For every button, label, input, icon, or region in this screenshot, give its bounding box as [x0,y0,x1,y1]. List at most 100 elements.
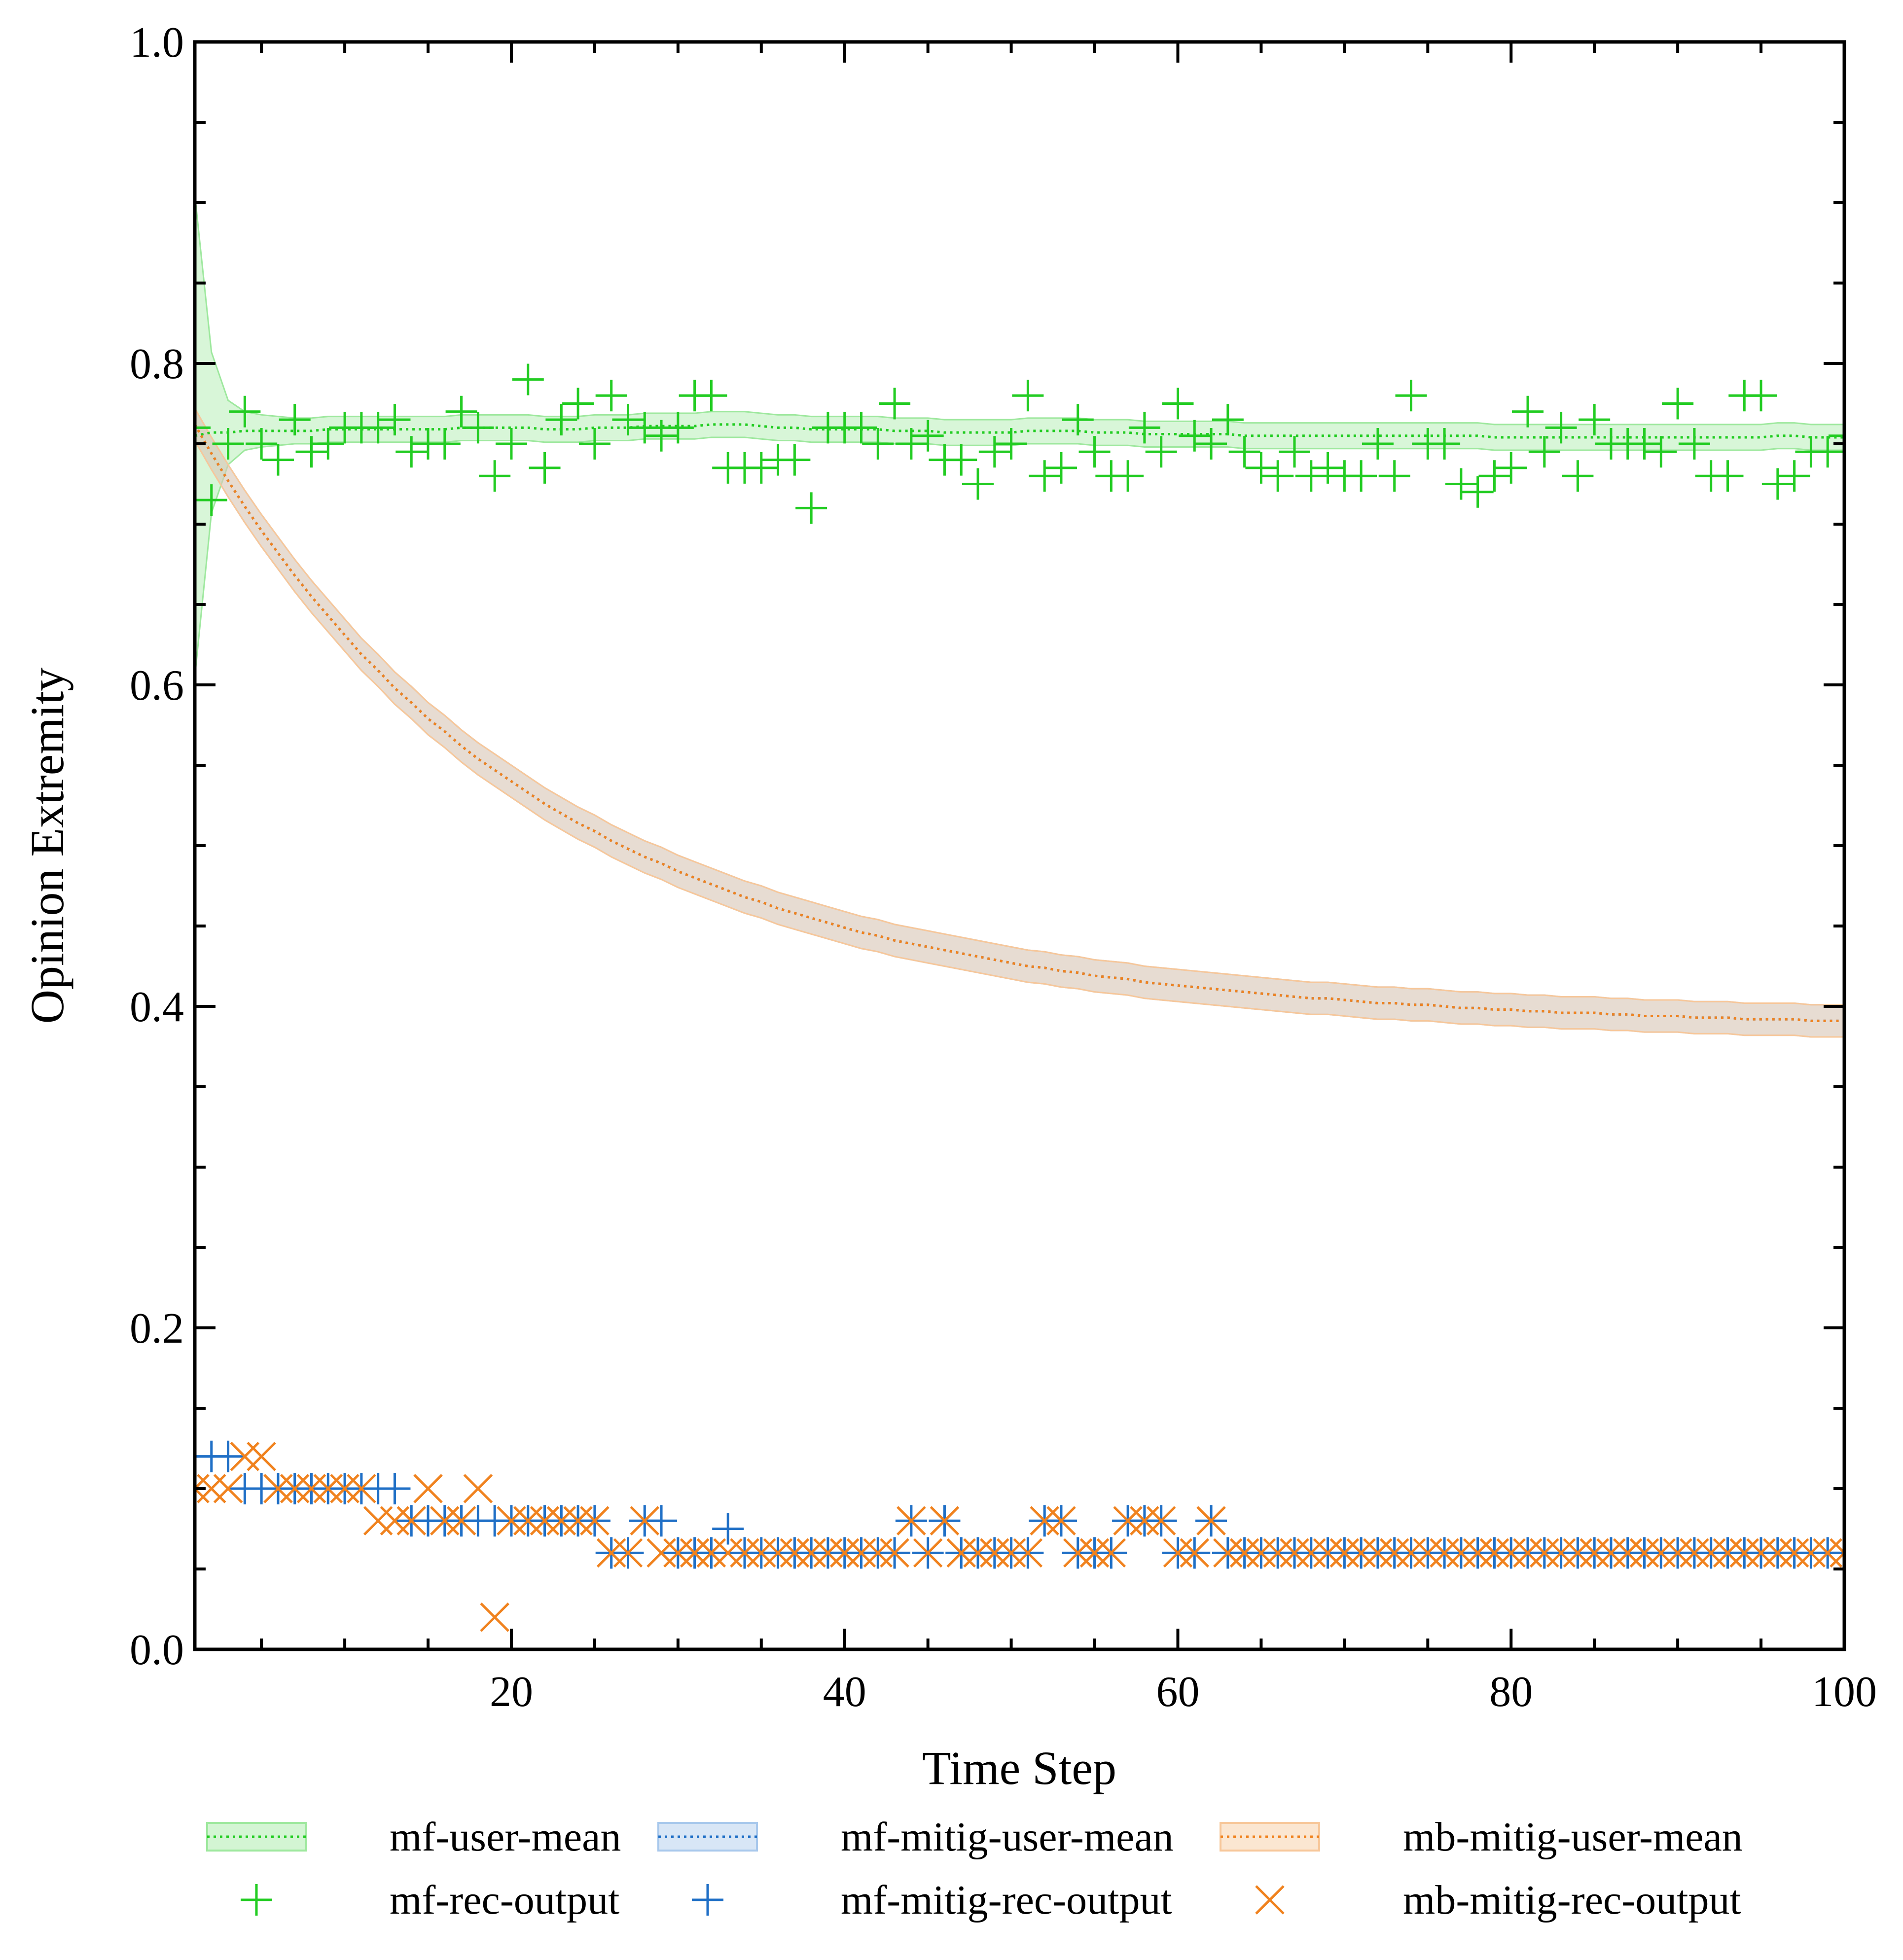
mb-mitig-rec-output-point [497,1506,526,1535]
mb-mitig-rec-output-point [1329,1538,1360,1568]
mf-rec-output-point [595,380,627,412]
mf-rec-output-point [1212,404,1244,436]
mf-rec-output-point [1579,404,1611,436]
mb-mitig-rec-output-point [546,1506,576,1535]
rec-output-markers [195,363,1844,1632]
mb-mitig-rec-output-point [1246,1538,1276,1568]
x-tick-label: 60 [1156,1668,1199,1716]
mf-rec-output-point [1345,460,1377,492]
mf-rec-output-point [462,412,494,444]
confidence-bands [195,194,1844,1038]
mb-mitig-rec-output-point [247,1442,276,1471]
mb-mitig-rec-output-point [780,1538,810,1568]
x-tick-label: 40 [823,1668,866,1716]
mf-rec-output-point [895,428,927,460]
mf-rec-output-point [912,420,944,452]
mf-rec-output-point [195,412,211,444]
mf-rec-output-point [795,492,827,524]
mf-rec-output-point [1012,380,1044,412]
mb-mitig-rec-output-point [1363,1538,1393,1568]
mb-mitig-rec-output-point [1430,1538,1459,1568]
mf-rec-output-point [1662,388,1694,420]
mb-mitig-rec-output-point [1196,1506,1226,1535]
mb-mitig-rec-output-point [1013,1538,1043,1568]
mb-mitig-rec-output-point [380,1506,410,1535]
mb-mitig-rec-output-point [1180,1538,1210,1568]
mf-rec-output-point [562,388,594,420]
mf-rec-output-point [545,404,577,436]
y-tick-label: 0.2 [130,1305,184,1353]
mb-mitig-rec-output-point [1263,1538,1293,1568]
mf-rec-output-point [1778,460,1810,492]
mb-mitig-rec-output-point [396,1506,427,1535]
mf-rec-output-point [862,428,894,460]
mb-mitig-rec-output-point [1580,1538,1609,1568]
mf-rec-output-point [1528,436,1560,468]
mb-mitig-rec-output-point [1680,1538,1709,1568]
mb-mitig-rec-output-point [1663,1538,1692,1568]
mb-mitig-rec-output-point [730,1538,759,1568]
mb-mitig-rec-output-point [1346,1538,1376,1568]
mf-rec-output-point [646,420,678,452]
mf-rec-output-point [1228,436,1260,468]
mf-rec-output-point [1812,436,1844,468]
mb-mitig-user-mean-line [195,424,1844,1022]
mf-rec-output-point [1162,388,1194,420]
mf-rec-output-point [362,412,394,444]
mb-mitig-rec-output-point [1280,1538,1309,1568]
mf-mitig-rec-output-point [212,1440,244,1472]
mf-rec-output-point [695,380,727,412]
mb-mitig-rec-output-point [1813,1538,1842,1568]
mf-rec-output-point [745,452,777,484]
mf-rec-output-point [1478,460,1510,492]
mf-rec-output-point [1295,460,1327,492]
mb-mitig-rec-output-point [1629,1538,1659,1568]
mb-mitig-rec-output-point [1496,1538,1526,1568]
mb-mitig-rec-output-point [363,1506,393,1535]
mb-mitig-rec-output-point [1563,1538,1593,1568]
mb-mitig-rec-output-point [613,1538,643,1568]
mb-mitig-rec-output-point [763,1538,793,1568]
legend-label-mf-mitig-rec-output: mf-mitig-rec-output [841,1877,1172,1923]
mb-mitig-rec-output-point [1079,1538,1110,1568]
mf-rec-output-point [1262,460,1294,492]
mb-mitig-rec-output-point [1530,1538,1559,1568]
mf-rec-output-point [1029,460,1061,492]
mf-rec-output-point [612,404,644,436]
mb-mitig-rec-output-point [480,1603,509,1632]
mb-mitig-rec-output-point [713,1538,743,1568]
mf-rec-output-point [512,363,544,395]
mf-user-mean-band [195,194,1844,677]
mb-mitig-rec-output-point [913,1538,943,1568]
mb-mitig-rec-output-point [1379,1538,1409,1568]
mf-rec-output-point [845,412,877,444]
mf-rec-output-point [495,428,527,460]
mb-mitig-rec-output-point [1130,1506,1159,1535]
mf-rec-output-point [1545,412,1577,444]
mf-rec-output-point [429,428,461,460]
y-tick-label: 0.4 [130,983,184,1031]
mb-mitig-rec-output-point [963,1538,993,1568]
mb-mitig-rec-output-point [996,1538,1026,1568]
mf-rec-output-point [978,436,1010,468]
mb-mitig-rec-output-point [330,1474,359,1503]
mb-mitig-rec-output-point [596,1538,626,1568]
legend-label-mf-mitig-user-mean: mf-mitig-user-mean [841,1814,1174,1860]
mb-mitig-rec-output-point [280,1474,310,1503]
legend-swatch-mf-user-mean [206,1822,307,1852]
mb-mitig-rec-output-point [1446,1538,1476,1568]
mb-mitig-rec-output-point [1696,1538,1726,1568]
mf-rec-output-point [295,436,327,468]
mb-mitig-rec-output-point [197,1474,226,1503]
legend-label-mf-rec-output: mf-rec-output [390,1877,619,1923]
mb-mitig-rec-output-point [230,1442,260,1471]
mb-mitig-rec-output-point [930,1506,960,1535]
mf-rec-output-point [395,436,428,468]
mb-mitig-rec-output-point [213,1474,243,1503]
mb-mitig-rec-output-point [1413,1538,1443,1568]
mf-rec-output-point [1645,436,1677,468]
mf-rec-output-point [529,452,561,484]
mb-mitig-rec-output-point [980,1538,1009,1568]
mf-rec-output-point [1112,460,1144,492]
